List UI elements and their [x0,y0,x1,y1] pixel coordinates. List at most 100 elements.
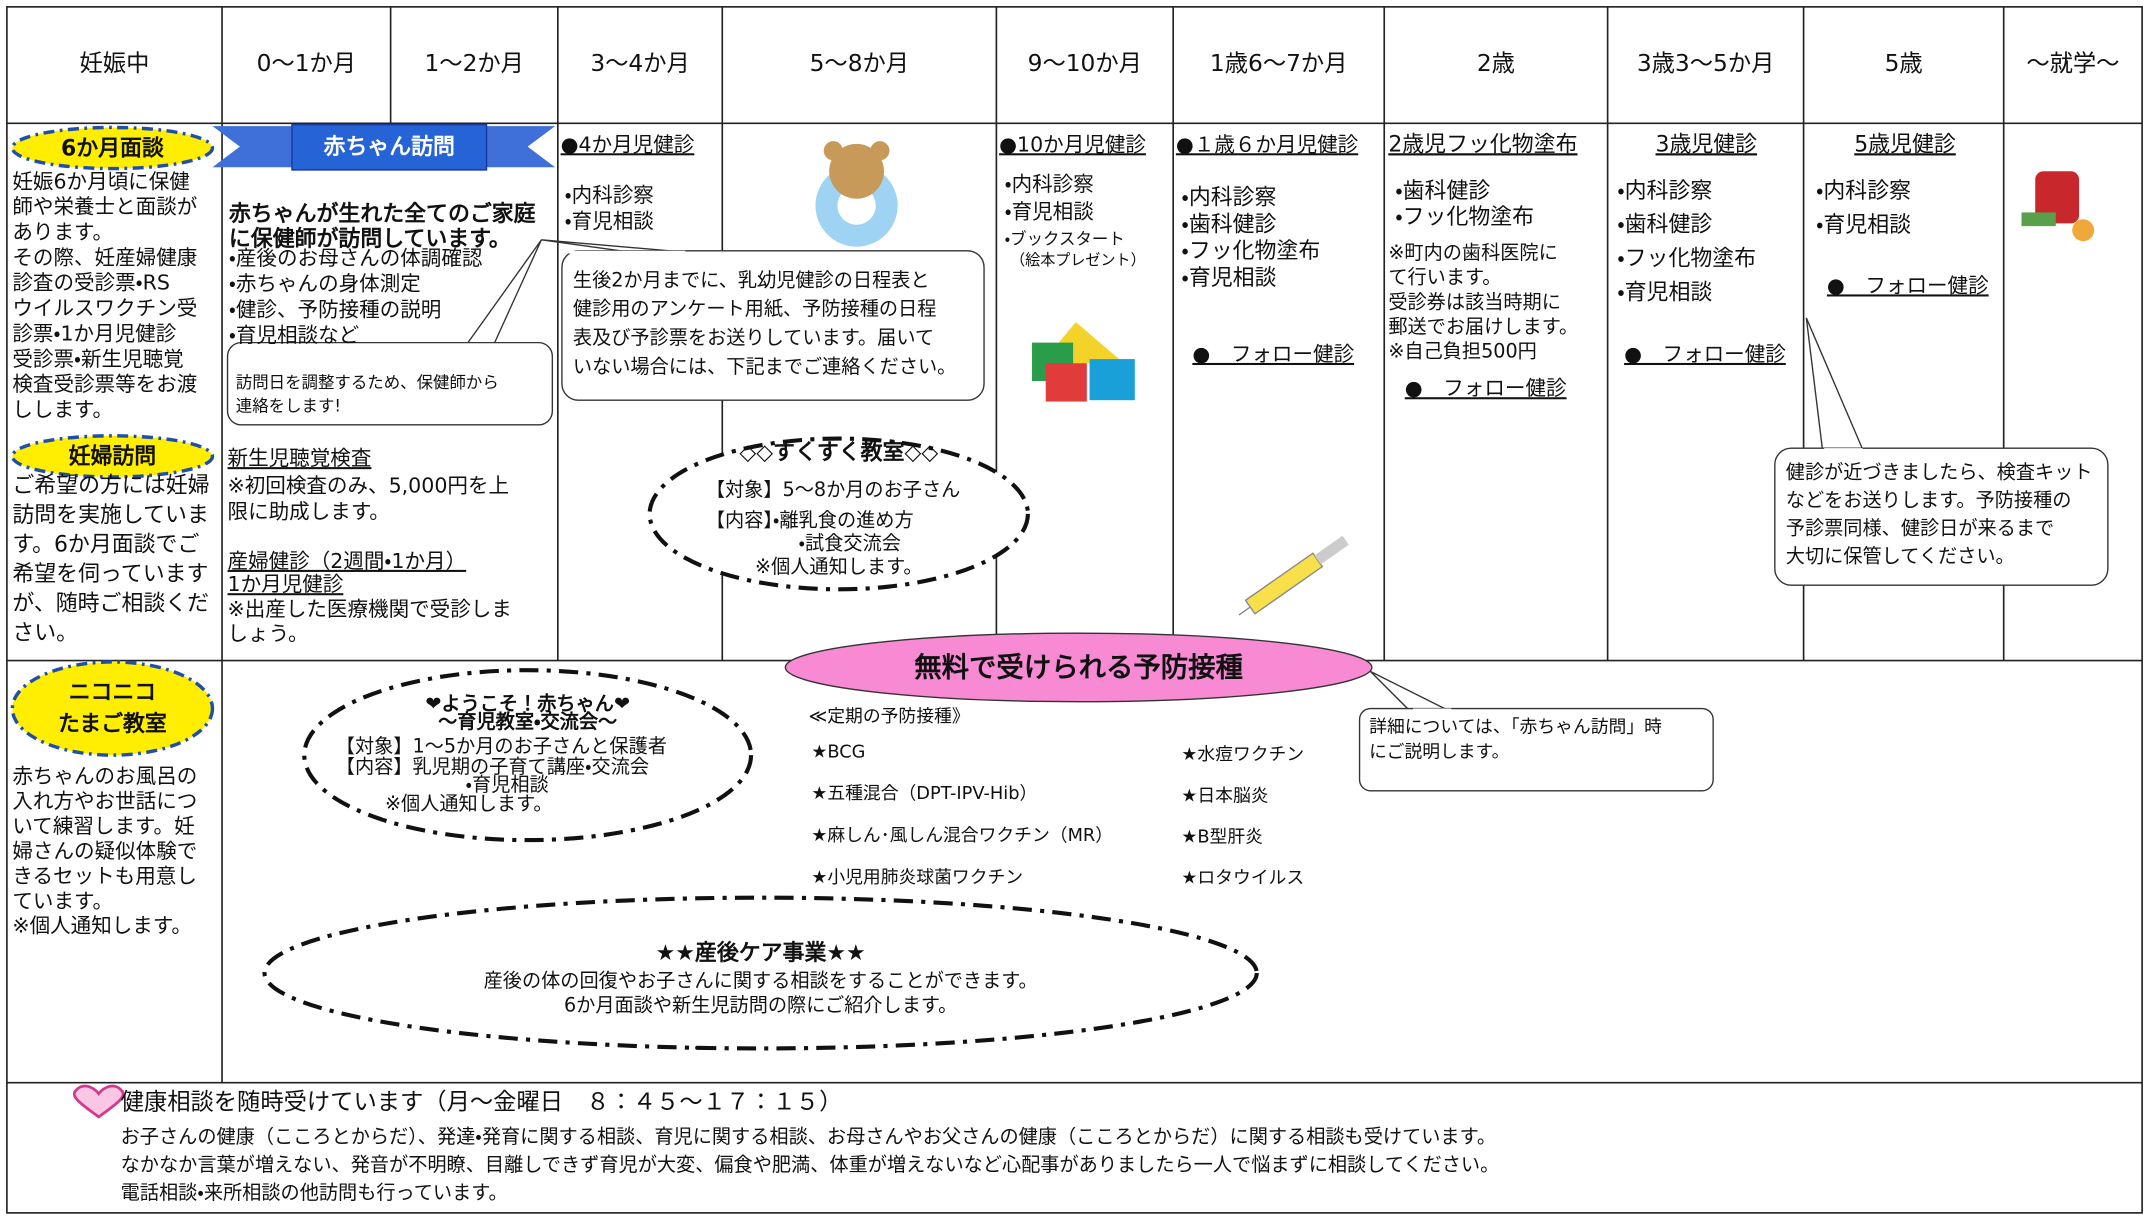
list-item: ★水痘ワクチン [1181,744,1304,765]
column-header: 3～4か月 [590,50,689,77]
body-text: ご希望の方には妊婦 [12,474,209,499]
link: ● フォロー健診 [1192,342,1354,366]
list-item: ・健診、予防接種の説明 [229,297,441,321]
column-header: 0～1か月 [257,50,356,77]
list-item: ・内科診察 [565,183,654,207]
note: 訪問日を調整するため、保健師から [236,373,499,392]
body-text: 希望を伺っています [12,562,208,587]
column-header: 1歳6～7か月 [1210,50,1348,77]
body-text: 検査受診票等をお渡 [12,372,197,396]
title: ～育児教室・交流会～ [438,710,617,733]
title: 5歳児健診 [1854,132,1956,157]
heading: に保健師が訪問しています。 [229,226,511,252]
list-item: ・歯科健診 [1617,213,1712,238]
body-text: 限に助成します。 [228,500,390,524]
list-item: ・内科診察 [1181,186,1276,211]
body-text: 師や栄養士と面談が [12,195,197,219]
body-text: きるセットも用意し [12,864,197,888]
banner-text: 赤ちゃん訪問 [324,135,455,160]
list-item: ・フッ化物塗布 [1181,239,1320,264]
title: 1か月児健診 [228,572,344,596]
link: ● フォロー健診 [1624,342,1786,366]
body-text: 訪問を実施していま [12,503,209,528]
list-item: ★五種混合（DPT-IPV-Hib） [811,783,1037,804]
body-text: 【内容】乳児期の子育て講座・交流会 [336,755,649,778]
note: ※自己負担500円 [1388,340,1537,363]
title: ●10か月児健診 [999,132,1146,156]
note: 健診が近づきましたら、検査キット [1786,460,2093,483]
list-item: ・歯科健診 [1395,179,1490,204]
list-item: ★小児用肺炎球菌ワクチン [811,867,1023,888]
column-header: 2歳 [1477,50,1515,77]
list-item: ・育児相談 [1617,280,1712,305]
body-text: 入れ方やお世話につ [12,789,197,813]
list-item: ★日本脳炎 [1181,785,1268,806]
body-text: ※個人通知します。 [385,792,553,815]
title: ★★産後ケア事業★★ [656,940,866,966]
list-item: ・ブックスタート [1005,229,1125,248]
badge: たまご教室 [58,711,167,737]
note: （絵本プレゼント） [1010,251,1146,269]
body-text: 6か月面談や新生児訪問の際にご紹介します。 [564,993,957,1016]
body-text: ています。 [12,889,113,913]
banner-text: 無料で受けられる予防接種 [914,651,1243,683]
body-text: 赤ちゃんのお風呂の [12,764,197,788]
column-header: ～就学～ [2026,50,2119,77]
table-grid [6,6,2143,1214]
column-header: 1～2か月 [424,50,523,77]
body-text: 【内容】・離乳食の進め方 [706,508,914,531]
title: ◇◇すくすく教室◇◇ [739,440,938,466]
list-item: ・フッ化物塗布 [1395,205,1534,230]
list-item: ・育児相談など [229,323,359,347]
body-text: ※個人通知します。 [755,555,923,578]
title: ●4か月児健診 [561,132,695,156]
body-text: 妊娠6か月頃に保健 [12,169,189,193]
link: ● フォロー健診 [1405,376,1567,400]
list-item: ・育児相談 [1005,199,1094,223]
list-item: ・育児相談 [1181,266,1276,291]
list-item: ・内科診察 [1005,172,1094,196]
heading: 赤ちゃんが生れた全てのご家庭 [229,201,537,227]
column-header: 9～10か月 [1028,50,1142,77]
list-item: ★ロタウイルス [1181,867,1304,888]
note: ※町内の歯科医院に [1388,241,1557,264]
title: ●１歳６か月児健診 [1176,132,1359,156]
note: 大切に保管してください。 [1786,545,2015,568]
heading: ≪定期の予防接種》 [809,706,970,727]
note: 連絡をします! [236,397,341,416]
badge: 6か月面談 [61,136,164,161]
decorations [10,124,2109,1119]
note: にご説明します。 [1369,741,1509,762]
body-text: その際、妊産婦健康 [12,245,197,269]
body-text: ※出産した医療機関で受診しま [228,597,512,621]
body-text: ※個人通知します。 [12,914,192,938]
column-header: 妊娠中 [80,50,150,77]
list-item: ★B型肝炎 [1181,826,1263,847]
list-item: ・育児相談 [565,209,654,233]
body-text: ・試食交流会 [799,532,901,555]
body-text: いて練習します。妊 [12,814,194,838]
note: 郵送でお届けします。 [1388,315,1578,338]
body-text: 【対象】1～5か月のお子さんと保護者 [336,734,667,757]
list-item: ・内科診察 [1816,179,1911,204]
badge: ニコニコ [69,680,157,705]
footer-title: 健康相談を随時受けています（月～金曜日 ８：４５～１７：１５） [121,1089,843,1116]
title: ❤ようこそ！赤ちゃん❤ [425,692,630,715]
note: 受診券は該当時期に [1388,290,1561,313]
body-text: あります。 [12,220,113,244]
body-text: ウイルスワクチン受 [12,296,197,320]
list-item: ★BCG [811,741,865,762]
link: ● フォロー健診 [1827,273,1989,297]
body-text: 婦さんの疑似体験で [12,839,197,863]
title: 3歳児健診 [1656,132,1758,157]
note: 健診用のアンケート用紙、予防接種の日程 [573,297,937,320]
list-item: ・内科診察 [1617,179,1712,204]
title: 新生児聴覚検査 [228,446,372,470]
title: 2歳児フッ化物塗布 [1388,132,1577,157]
list-item: ・産後のお母さんの体調確認 [229,246,483,270]
body-text: 診査の受診票・RS [12,271,170,295]
list-item: ・フッ化物塗布 [1617,247,1756,272]
column-header: 5歳 [1885,50,1923,77]
body-text: 【対象】5～8か月のお子さん [706,478,960,501]
